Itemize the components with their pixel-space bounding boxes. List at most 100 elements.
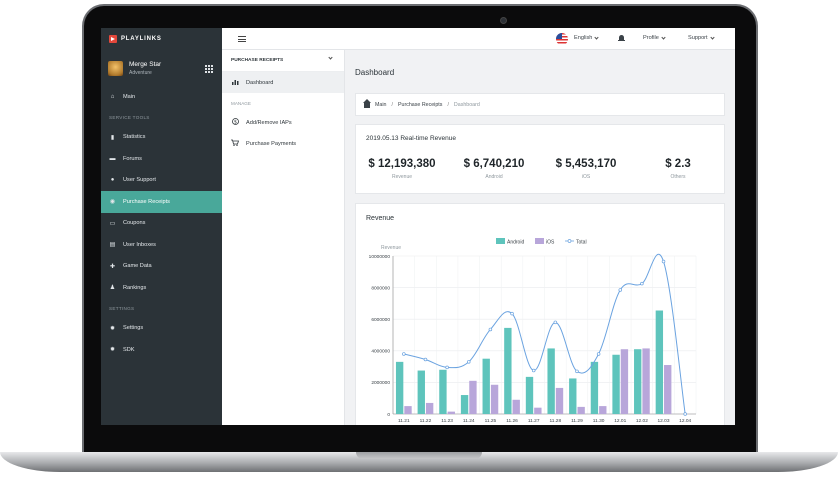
sidebar-item-label: Coupons bbox=[123, 220, 146, 227]
bar-android bbox=[612, 354, 620, 414]
breadcrumb: Main / Purchase Receipts / Dashboard bbox=[355, 93, 725, 116]
point-total bbox=[466, 360, 471, 364]
sidebar-item-sdk[interactable]: ✹ SDK bbox=[101, 339, 222, 361]
stat-label: Android bbox=[485, 174, 503, 180]
sidebar: PLAYLINKS Merge Star Adventure ⌂ Main SER… bbox=[101, 28, 222, 425]
chevron-down-icon bbox=[328, 55, 333, 60]
chevron-down-icon bbox=[661, 34, 666, 40]
bell-icon[interactable] bbox=[618, 34, 625, 42]
avatar bbox=[108, 60, 123, 76]
submenu-item-add-remove-iaps[interactable]: $ Add/Remove IAPs bbox=[222, 112, 344, 133]
chevron-down-icon bbox=[594, 34, 599, 40]
sidebar-item-forums[interactable]: ▬ Forums bbox=[101, 148, 222, 170]
language-label: English bbox=[574, 35, 593, 41]
brand-logo[interactable]: PLAYLINKS bbox=[101, 28, 222, 50]
bar-android bbox=[395, 361, 404, 414]
bar-ios bbox=[512, 399, 520, 414]
point-total bbox=[596, 352, 601, 356]
point-total bbox=[618, 288, 623, 292]
point-total bbox=[531, 368, 536, 373]
bar-android bbox=[590, 361, 599, 414]
y-tick-label: 0 bbox=[387, 412, 390, 418]
y-tick-label: 2000000 bbox=[371, 380, 390, 386]
bar-ios bbox=[404, 406, 412, 414]
submenu-header[interactable]: PURCHASE RECEIPTS bbox=[222, 50, 344, 72]
point-total bbox=[553, 320, 558, 325]
x-tick-label: 11.30 bbox=[593, 418, 605, 424]
x-tick-label: 11.29 bbox=[571, 418, 583, 424]
point-total bbox=[683, 412, 687, 416]
submenu-panel: PURCHASE RECEIPTS Dashboard MANAGE $ Add… bbox=[222, 50, 345, 425]
user-icon: ● bbox=[110, 177, 115, 184]
sidebar-item-main[interactable]: ⌂ Main bbox=[101, 86, 222, 108]
bar-android bbox=[460, 395, 469, 414]
bar-android bbox=[417, 370, 425, 414]
stat-label: iOS bbox=[581, 174, 591, 180]
y-tick-label: 6000000 bbox=[371, 317, 390, 323]
support-dropdown[interactable]: Support bbox=[688, 34, 715, 41]
legend-swatch-ios bbox=[535, 238, 544, 244]
bar-chart-icon: ▮ bbox=[110, 134, 115, 141]
submenu-item-purchase-payments[interactable]: Purchase Payments bbox=[222, 133, 344, 154]
sidebar-item-statistics[interactable]: ▮ Statistics bbox=[101, 127, 222, 149]
x-tick-label: 11.27 bbox=[528, 418, 540, 424]
profile-dropdown[interactable]: Profile bbox=[643, 34, 666, 41]
breadcrumb-main[interactable]: Main bbox=[375, 101, 387, 108]
user-profile[interactable]: Merge Star Adventure bbox=[101, 50, 222, 86]
legend-label-total: Total bbox=[576, 240, 587, 246]
point-total bbox=[402, 352, 406, 356]
submenu-item-label: Purchase Payments bbox=[246, 140, 297, 147]
breadcrumb-separator: / bbox=[391, 101, 393, 108]
point-total bbox=[445, 365, 449, 370]
stat-value: $ 12,193,380 bbox=[368, 158, 436, 170]
coupon-icon: ▭ bbox=[109, 220, 116, 227]
section-label-manage: MANAGE bbox=[231, 101, 251, 106]
sidebar-item-label: Rankings bbox=[123, 284, 147, 291]
inbox-icon: ▤ bbox=[109, 242, 116, 249]
apps-grid-icon[interactable] bbox=[205, 65, 213, 73]
sidebar-item-game-data[interactable]: ✚ Game Data bbox=[101, 256, 222, 278]
bar-ios bbox=[534, 407, 542, 414]
sidebar-item-rankings[interactable]: ♟ Rankings bbox=[101, 277, 222, 299]
x-tick-label: 11.24 bbox=[463, 418, 475, 424]
line-total bbox=[403, 253, 686, 415]
sidebar-item-user-inboxes[interactable]: ▤ User Inboxes bbox=[101, 234, 222, 256]
bar-ios bbox=[664, 365, 672, 414]
x-tick-label: 11.23 bbox=[441, 418, 453, 424]
bar-ios bbox=[490, 384, 499, 414]
chart-title: Revenue bbox=[366, 215, 395, 222]
app-screen: PLAYLINKS Merge Star Adventure ⌂ Main SER… bbox=[101, 28, 735, 425]
sidebar-item-purchase-receipts[interactable]: ◉ Purchase Receipts bbox=[101, 191, 222, 213]
legend-swatch-android bbox=[496, 238, 505, 244]
submenu-item-dashboard[interactable]: Dashboard bbox=[222, 72, 344, 93]
stat-android: $ 6,740,210 Android bbox=[448, 158, 540, 180]
x-tick-label: 12.04 bbox=[679, 418, 691, 424]
x-tick-label: 11.28 bbox=[549, 418, 561, 424]
breadcrumb-receipts[interactable]: Purchase Receipts bbox=[397, 101, 443, 108]
stat-value: $ 5,453,170 bbox=[555, 158, 617, 170]
submenu-item-label: Dashboard bbox=[246, 79, 274, 86]
hamburger-menu-icon[interactable] bbox=[238, 36, 246, 42]
section-label-service-tools: SERVICE TOOLS bbox=[109, 114, 150, 120]
sidebar-item-user-support[interactable]: ● User Support bbox=[101, 170, 222, 192]
support-label: Support bbox=[688, 35, 708, 41]
y-axis-label: Revenue bbox=[381, 245, 401, 251]
sidebar-item-coupons[interactable]: ▭ Coupons bbox=[101, 213, 222, 235]
revenue-card-title: 2019.05.13 Real-time Revenue bbox=[366, 135, 456, 142]
laptop-base bbox=[0, 452, 838, 472]
cart-icon bbox=[231, 139, 240, 148]
gear-icon: ✹ bbox=[109, 347, 116, 354]
revenue-chart-card: Revenue Revenue Android iOS Total 0 2000000 40… bbox=[355, 203, 725, 425]
x-tick-label: 12.01 bbox=[614, 418, 626, 424]
language-dropdown[interactable]: English bbox=[574, 34, 599, 41]
gear-icon: ✹ bbox=[109, 325, 116, 332]
stat-label: Revenue bbox=[391, 174, 412, 180]
chat-icon: ▬ bbox=[109, 155, 116, 162]
x-tick-label: 11.22 bbox=[420, 418, 432, 424]
gamepad-icon: ✚ bbox=[109, 263, 116, 270]
x-tick-label: 11.21 bbox=[398, 418, 410, 424]
sidebar-item-label: User Support bbox=[123, 177, 156, 184]
bar-ios bbox=[642, 348, 650, 414]
sidebar-item-settings[interactable]: ✹ Settings bbox=[101, 318, 222, 340]
